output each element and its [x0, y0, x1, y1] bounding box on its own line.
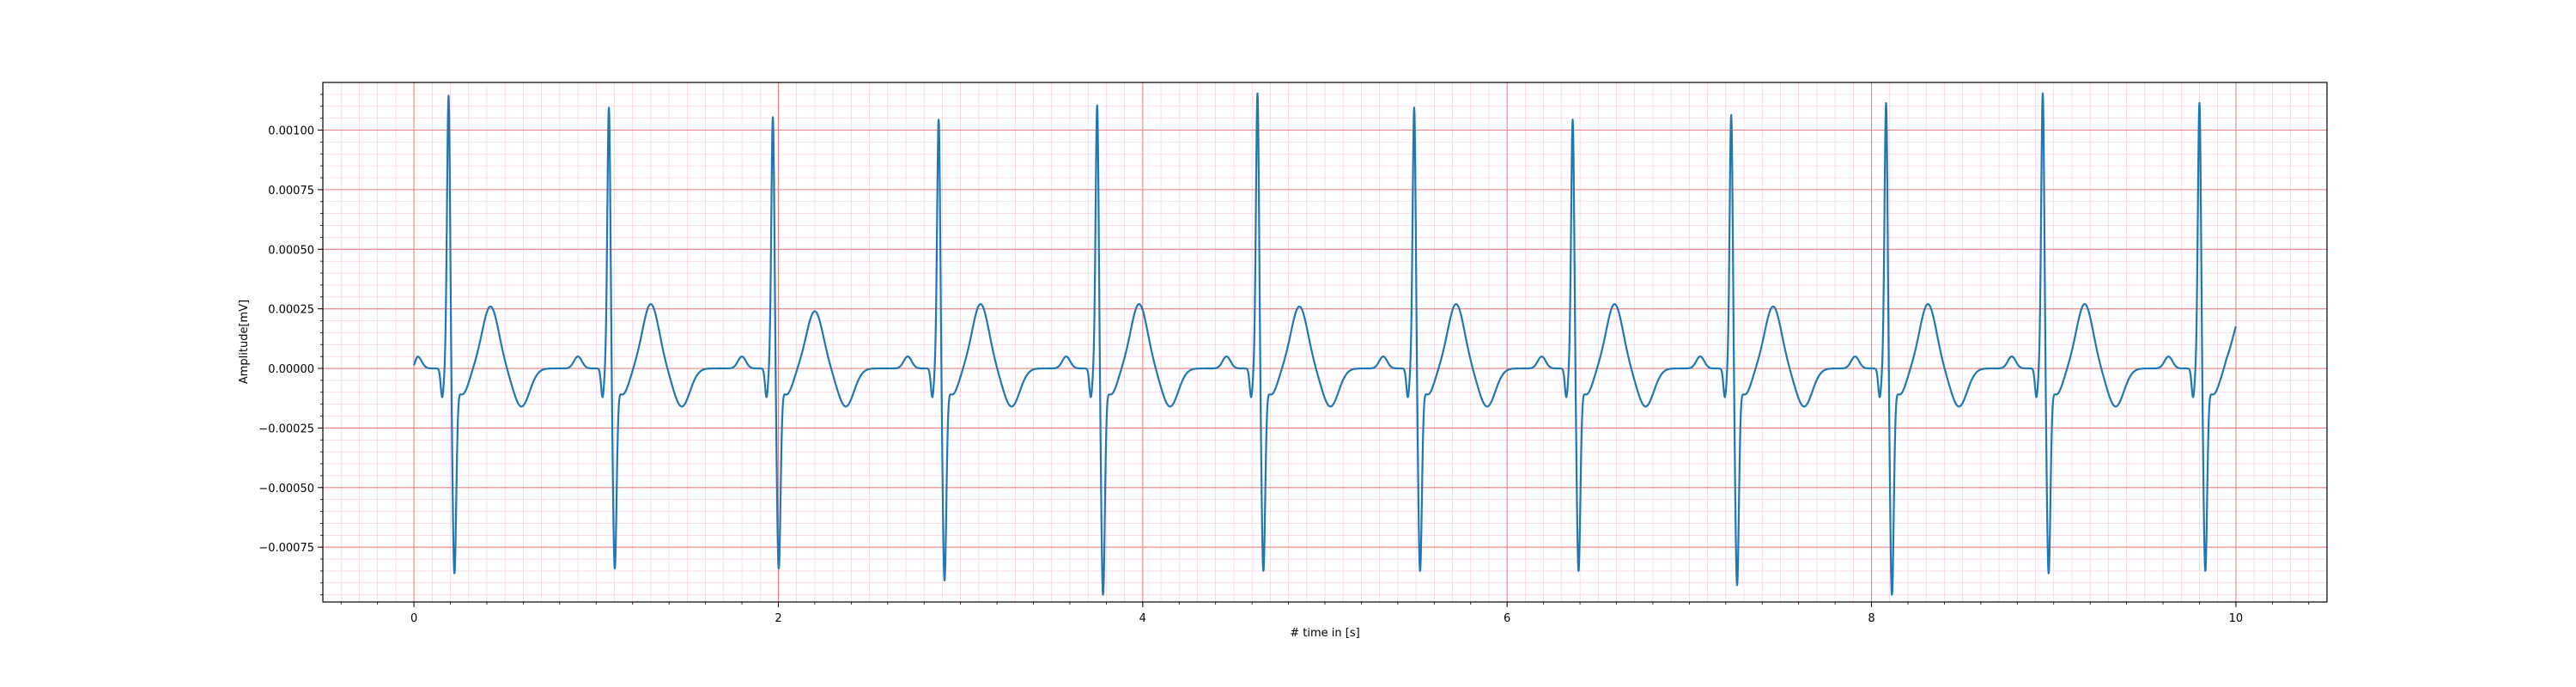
x-tick-label: 4 — [1139, 612, 1146, 625]
x-axis-label: # time in [s] — [1290, 627, 1359, 640]
x-tick-label: 10 — [2229, 612, 2244, 625]
ecg-series-line — [413, 92, 2237, 596]
y-tick-label: −0.00050 — [258, 483, 314, 495]
y-tick-label: 0.00075 — [268, 185, 314, 198]
y-axis-label: Amplitude[mV] — [238, 300, 251, 384]
y-tick-label: 0.00000 — [268, 363, 314, 376]
y-axis: −0.00075 −0.00050 −0.00025 0.00000 0.00025 0.… — [258, 94, 323, 596]
major-grid — [323, 82, 2327, 602]
y-tick-label: 0.00025 — [268, 304, 314, 317]
y-tick-label: −0.00025 — [258, 423, 314, 435]
plot-area — [413, 92, 2237, 596]
y-tick-label: −0.00075 — [258, 542, 314, 555]
y-tick-label: 0.00050 — [268, 244, 314, 257]
y-tick-label: 0.00100 — [268, 125, 314, 138]
x-axis: 0 2 4 6 8 10 — [340, 602, 2310, 625]
x-tick-label: 2 — [775, 612, 781, 625]
x-tick-label: 0 — [410, 612, 417, 625]
x-tick-label: 6 — [1504, 612, 1510, 625]
x-tick-label: 8 — [1868, 612, 1874, 625]
minor-grid — [323, 82, 2328, 602]
